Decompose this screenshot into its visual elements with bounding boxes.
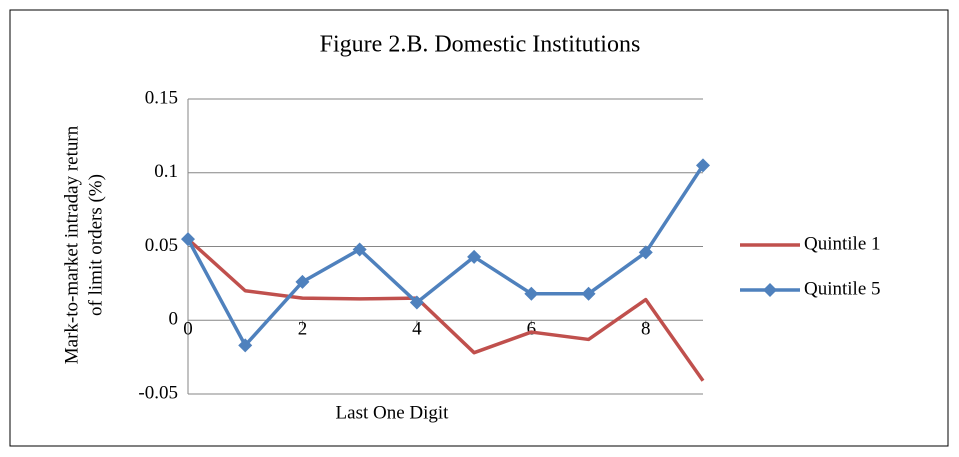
y-axis-label-line: Mark-to-market intraday return	[61, 125, 82, 364]
x-tick-label: 6	[527, 319, 537, 340]
x-tick-label: 4	[412, 319, 422, 340]
point-marker	[295, 274, 310, 289]
y-axis-label-line: of limit orders (%)	[85, 174, 106, 316]
chart-border	[9, 9, 949, 447]
point-marker	[181, 232, 195, 247]
point-marker	[696, 158, 710, 173]
point-marker	[581, 286, 596, 301]
y-axis-label: Mark-to-market intraday return of limit …	[61, 125, 106, 364]
y-tick-label: 0	[169, 309, 179, 330]
legend-label: Quintile 1	[804, 233, 881, 254]
y-tick-label: -0.05	[138, 382, 178, 403]
legend-label: Quintile 5	[804, 278, 881, 299]
point-marker	[238, 338, 253, 353]
point-marker	[467, 249, 482, 264]
x-axis-label: Last One Digit	[336, 402, 450, 423]
point-marker	[524, 286, 539, 301]
series-line	[186, 237, 705, 382]
y-tick-label: 0.1	[154, 161, 178, 182]
point-marker	[409, 295, 424, 310]
x-tick-label: 0	[183, 319, 193, 340]
chart-title: Figure 2.B. Domestic Institutions	[320, 32, 641, 58]
y-tick-label: 0.05	[145, 235, 178, 256]
legend-marker	[763, 283, 777, 297]
point-marker	[352, 242, 367, 257]
x-tick-label: 2	[298, 319, 308, 340]
x-tick-label: 8	[641, 319, 651, 340]
point-marker	[638, 245, 653, 260]
series-line	[186, 164, 705, 348]
y-tick-label: 0.15	[145, 87, 178, 108]
